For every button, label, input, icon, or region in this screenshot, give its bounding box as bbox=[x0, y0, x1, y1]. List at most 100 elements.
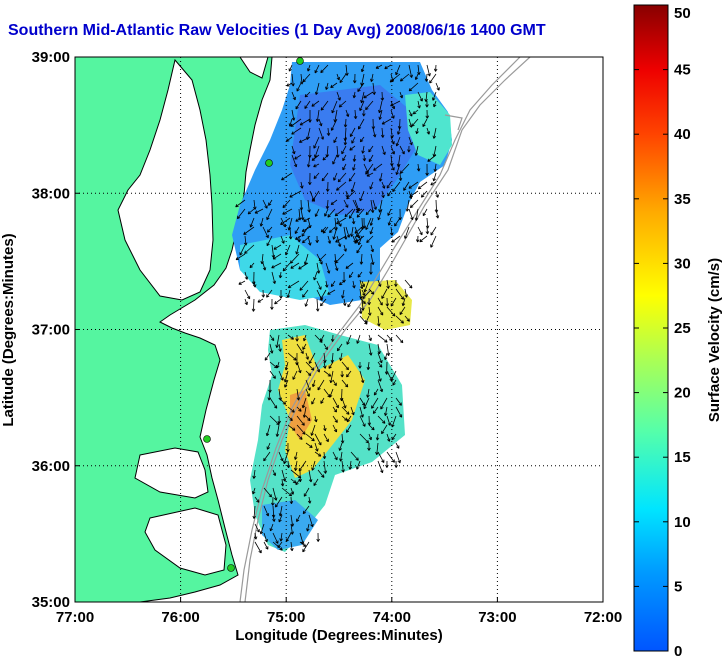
velocity-arrow bbox=[278, 370, 284, 381]
velocity-arrow bbox=[323, 460, 328, 474]
velocity-arrow bbox=[310, 424, 316, 436]
velocity-arrow bbox=[330, 82, 338, 88]
station-marker bbox=[296, 57, 304, 65]
velocity-arrow bbox=[358, 118, 365, 130]
velocity-arrow bbox=[305, 379, 311, 391]
velocity-arrow bbox=[350, 181, 356, 193]
velocity-arrow bbox=[296, 424, 306, 435]
velocity-arrow bbox=[314, 442, 319, 452]
velocity-arrow bbox=[341, 289, 345, 299]
velocity-arrow bbox=[305, 361, 315, 371]
velocity-arrow bbox=[360, 91, 365, 104]
velocity-arrow bbox=[417, 181, 428, 190]
velocity-arrow bbox=[280, 235, 285, 244]
velocity-arrow bbox=[369, 217, 374, 226]
velocity-arrow bbox=[325, 82, 329, 90]
velocity-arrow bbox=[365, 217, 372, 231]
velocity-arrow bbox=[302, 541, 310, 553]
velocity-arrow bbox=[284, 379, 289, 388]
velocity-arrow bbox=[296, 514, 301, 523]
velocity-arrow bbox=[311, 154, 320, 161]
velocity-arrow bbox=[239, 244, 246, 256]
velocity-arrow bbox=[363, 91, 374, 99]
velocity-arrow bbox=[296, 415, 305, 426]
velocity-arrow bbox=[303, 334, 307, 342]
velocity-arrow bbox=[306, 154, 311, 168]
velocity-arrow bbox=[378, 100, 383, 114]
velocity-arrow bbox=[386, 415, 392, 426]
velocity-arrow bbox=[289, 496, 294, 505]
velocity-arrow bbox=[235, 199, 246, 208]
velocity-arrow bbox=[326, 127, 331, 136]
land-mass bbox=[75, 57, 273, 602]
colorbar bbox=[633, 4, 669, 652]
velocity-arrow bbox=[409, 199, 419, 209]
velocity-arrow bbox=[377, 279, 382, 287]
velocity-arrow bbox=[263, 532, 268, 543]
velocity-arrow bbox=[322, 361, 327, 369]
velocity-arrow bbox=[408, 181, 419, 189]
velocity-arrow bbox=[386, 306, 396, 317]
velocity-arrow bbox=[244, 289, 251, 300]
velocity-arrow bbox=[387, 208, 392, 216]
velocity-arrow bbox=[420, 190, 428, 198]
colorbar-tick-label: 25 bbox=[674, 320, 691, 337]
velocity-arrow bbox=[296, 361, 302, 374]
velocity-arrow bbox=[324, 208, 329, 217]
velocity-arrow bbox=[351, 136, 356, 144]
velocity-arrow bbox=[314, 145, 320, 158]
velocity-arrow bbox=[395, 315, 404, 324]
velocity-arrow bbox=[378, 172, 383, 182]
station-marker bbox=[227, 564, 235, 572]
latitude-tick-label: 35:00 bbox=[32, 594, 70, 611]
velocity-arrow bbox=[337, 172, 347, 183]
velocity-arrow bbox=[390, 145, 395, 155]
velocity-arrow bbox=[305, 433, 315, 442]
velocity-arrow bbox=[301, 397, 307, 409]
velocity-arrow bbox=[358, 306, 363, 314]
velocity-arrow bbox=[263, 505, 270, 517]
velocity-arrow bbox=[398, 172, 403, 181]
velocity-arrow bbox=[372, 82, 376, 95]
velocity-arrow bbox=[404, 288, 408, 298]
velocity-arrow bbox=[302, 505, 310, 515]
velocity-arrow bbox=[366, 235, 374, 243]
velocity-arrow bbox=[294, 226, 300, 234]
velocity-arrow bbox=[252, 469, 256, 479]
velocity-arrow bbox=[278, 397, 287, 405]
longitude-tick-label: 72:00 bbox=[584, 609, 622, 626]
velocity-arrow bbox=[370, 199, 375, 213]
velocity-arrow bbox=[356, 460, 361, 470]
colorbar-tick-label: 10 bbox=[674, 514, 691, 531]
velocity-arrow bbox=[352, 163, 356, 171]
velocity-arrow bbox=[314, 361, 321, 373]
velocity-arrow bbox=[378, 109, 383, 120]
velocity-arrow bbox=[298, 460, 307, 472]
velocity-arrow bbox=[314, 64, 320, 74]
velocity-arrow bbox=[359, 190, 365, 202]
colorbar-label: Surface Velocity (cm/s) bbox=[706, 258, 723, 422]
velocity-arrow bbox=[340, 370, 344, 378]
velocity-arrow bbox=[333, 136, 338, 144]
velocity-arrow bbox=[269, 334, 275, 342]
velocity-arrow bbox=[343, 244, 347, 252]
velocity-arrow bbox=[404, 279, 413, 289]
velocity-arrow bbox=[295, 334, 299, 342]
velocity-arrow bbox=[404, 226, 410, 239]
velocity-arrow bbox=[416, 163, 421, 172]
velocity-arrow bbox=[417, 226, 423, 236]
velocity-arrow bbox=[277, 415, 282, 424]
velocity-arrow bbox=[300, 208, 305, 221]
velocity-arrow bbox=[305, 370, 312, 376]
velocity-arrow bbox=[291, 91, 296, 101]
velocity-arrow bbox=[281, 172, 293, 181]
velocity-arrow bbox=[422, 208, 428, 217]
velocity-arrow bbox=[320, 334, 325, 342]
velocity-arrow bbox=[377, 361, 383, 368]
velocity-arrow bbox=[343, 136, 348, 146]
velocity-arrow bbox=[350, 451, 359, 461]
velocity-arrow bbox=[269, 343, 274, 354]
chesapeake-bay bbox=[117, 58, 214, 301]
velocity-arrow bbox=[377, 451, 385, 463]
velocity-arrow bbox=[386, 181, 392, 189]
